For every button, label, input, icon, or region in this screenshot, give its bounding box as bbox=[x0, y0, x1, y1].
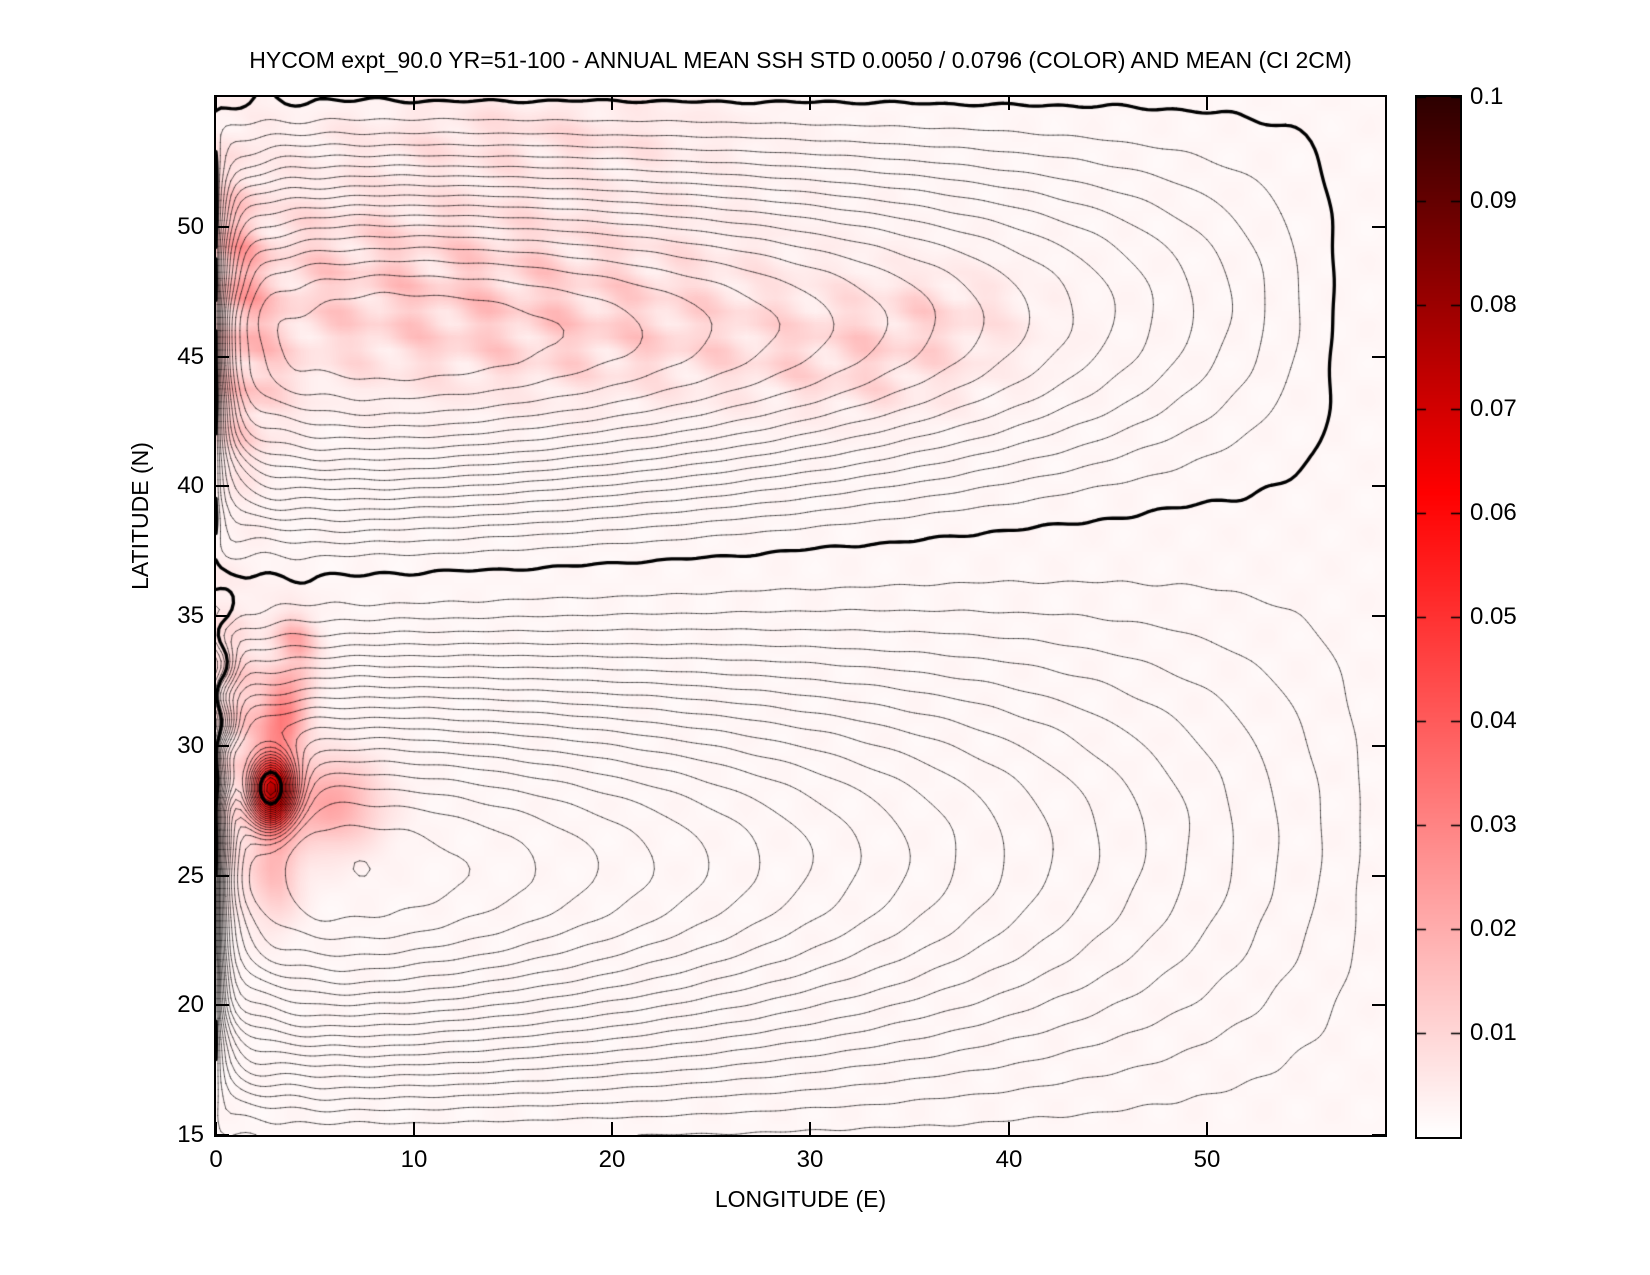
x-axis-label: LONGITUDE (E) bbox=[714, 1186, 887, 1212]
tick-mark bbox=[1372, 485, 1385, 487]
tick-mark bbox=[1008, 1122, 1010, 1135]
tick-mark bbox=[809, 97, 811, 110]
x-tick-label: 0 bbox=[209, 1146, 223, 1173]
x-tick-label: 50 bbox=[1193, 1146, 1221, 1173]
tick-mark bbox=[1372, 875, 1385, 877]
colorbar-tick-label: 0.09 bbox=[1470, 187, 1517, 214]
tick-mark bbox=[1372, 356, 1385, 358]
colorbar-tick-label: 0.01 bbox=[1470, 1019, 1517, 1046]
x-tick-label: 30 bbox=[796, 1146, 824, 1173]
x-tick-label: 20 bbox=[598, 1146, 626, 1173]
tick-mark bbox=[216, 485, 229, 487]
colorbar-tick-label: 0.1 bbox=[1470, 83, 1504, 110]
tick-mark bbox=[1372, 1134, 1385, 1136]
colorbar-canvas bbox=[1417, 97, 1460, 1137]
y-tick-label: 20 bbox=[177, 991, 204, 1018]
y-axis-label: LATITUDE (N) bbox=[127, 442, 153, 590]
y-tick-label: 45 bbox=[177, 343, 204, 370]
colorbar-tick-label: 0.08 bbox=[1470, 291, 1517, 318]
tick-mark bbox=[611, 1122, 613, 1135]
tick-mark bbox=[1008, 97, 1010, 110]
y-tick-label: 25 bbox=[177, 862, 204, 889]
y-tick-label: 40 bbox=[177, 472, 204, 499]
colorbar-tick-label: 0.02 bbox=[1470, 915, 1517, 942]
x-tick-label: 40 bbox=[995, 1146, 1023, 1173]
colorbar bbox=[1415, 95, 1462, 1139]
contour-heatmap-canvas bbox=[216, 97, 1385, 1135]
y-tick-label: 50 bbox=[177, 213, 204, 240]
tick-mark bbox=[1372, 226, 1385, 228]
tick-mark bbox=[1206, 97, 1208, 110]
tick-mark bbox=[216, 1004, 229, 1006]
tick-mark bbox=[413, 1122, 415, 1135]
colorbar-tick-label: 0.06 bbox=[1470, 499, 1517, 526]
tick-mark bbox=[216, 615, 229, 617]
colorbar-tick-label: 0.03 bbox=[1470, 811, 1517, 838]
y-tick-label: 35 bbox=[177, 602, 204, 629]
tick-mark bbox=[216, 1134, 229, 1136]
colorbar-tick-label: 0.07 bbox=[1470, 395, 1517, 422]
y-tick-label: 30 bbox=[177, 732, 204, 759]
tick-mark bbox=[216, 226, 229, 228]
tick-mark bbox=[1372, 745, 1385, 747]
tick-mark bbox=[215, 97, 217, 110]
tick-mark bbox=[1206, 1122, 1208, 1135]
tick-mark bbox=[413, 97, 415, 110]
tick-mark bbox=[216, 745, 229, 747]
tick-mark bbox=[1372, 1004, 1385, 1006]
tick-mark bbox=[215, 1122, 217, 1135]
tick-mark bbox=[216, 356, 229, 358]
y-tick-label: 15 bbox=[177, 1121, 204, 1148]
tick-mark bbox=[809, 1122, 811, 1135]
tick-mark bbox=[611, 97, 613, 110]
colorbar-tick-label: 0.04 bbox=[1470, 707, 1517, 734]
tick-mark bbox=[1372, 615, 1385, 617]
tick-mark bbox=[216, 875, 229, 877]
x-tick-label: 10 bbox=[400, 1146, 428, 1173]
colorbar-tick-label: 0.05 bbox=[1470, 603, 1517, 630]
plot-title: HYCOM expt_90.0 YR=51-100 - ANNUAL MEAN … bbox=[249, 47, 1352, 73]
